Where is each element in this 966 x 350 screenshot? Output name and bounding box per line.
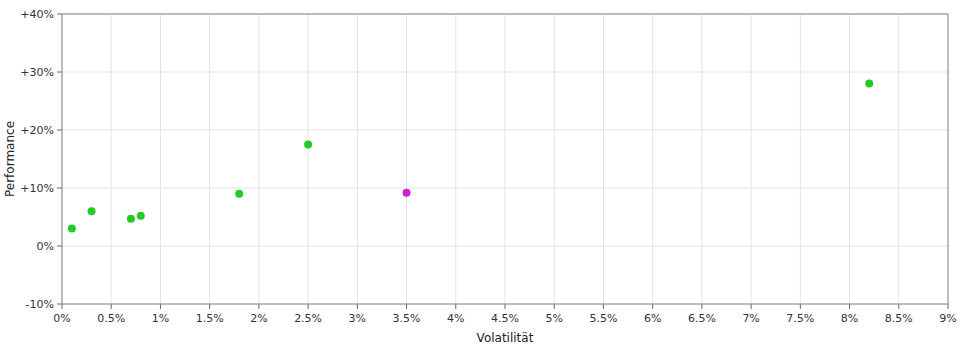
plot-area bbox=[62, 14, 948, 304]
plot-frame bbox=[62, 14, 948, 304]
grid-line-x bbox=[849, 14, 850, 304]
grid-line-x bbox=[209, 14, 210, 304]
x-tick bbox=[505, 304, 506, 309]
x-tick-label: 0% bbox=[53, 312, 70, 325]
scatter-point bbox=[137, 212, 145, 220]
x-tick-label: 6.5% bbox=[688, 312, 716, 325]
x-tick-label: 9% bbox=[939, 312, 956, 325]
x-tick-label: 2% bbox=[250, 312, 267, 325]
x-tick bbox=[898, 304, 899, 309]
x-tick-label: 1.5% bbox=[196, 312, 224, 325]
x-tick bbox=[160, 304, 161, 309]
grid-line-x bbox=[701, 14, 702, 304]
x-tick-label: 7.5% bbox=[786, 312, 814, 325]
x-axis-label: Volatilität bbox=[477, 331, 534, 345]
scatter-point bbox=[88, 207, 96, 215]
y-tick-label: +10% bbox=[20, 182, 54, 195]
grid-line-y bbox=[62, 72, 948, 73]
grid-line-x bbox=[160, 14, 161, 304]
x-tick-label: 6% bbox=[644, 312, 661, 325]
x-tick bbox=[800, 304, 801, 309]
points bbox=[68, 80, 873, 233]
grid-line-y bbox=[62, 246, 948, 247]
y-tick bbox=[57, 188, 62, 189]
y-tick-label: +20% bbox=[20, 124, 54, 137]
grid-line-x bbox=[505, 14, 506, 304]
scatter-point bbox=[68, 225, 76, 233]
grid-line-x bbox=[751, 14, 752, 304]
x-tick bbox=[603, 304, 604, 309]
x-tick bbox=[701, 304, 702, 309]
grid-line-x bbox=[652, 14, 653, 304]
x-tick-label: 7% bbox=[742, 312, 759, 325]
x-tick-label: 3% bbox=[349, 312, 366, 325]
grid-line-x bbox=[406, 14, 407, 304]
x-tick bbox=[406, 304, 407, 309]
scatter-point bbox=[304, 141, 312, 149]
grid-line-x bbox=[357, 14, 358, 304]
y-tick-label: +30% bbox=[20, 66, 54, 79]
x-tick-label: 2.5% bbox=[294, 312, 322, 325]
scatter-point bbox=[403, 189, 411, 197]
series bbox=[68, 80, 873, 233]
x-tick bbox=[258, 304, 259, 309]
x-tick bbox=[554, 304, 555, 309]
y-axis-label: Performance bbox=[3, 121, 17, 197]
x-tick-label: 8.5% bbox=[885, 312, 913, 325]
x-tick bbox=[209, 304, 210, 309]
x-tick bbox=[62, 304, 63, 309]
x-tick bbox=[948, 304, 949, 309]
x-tick bbox=[751, 304, 752, 309]
grid-line-x bbox=[308, 14, 309, 304]
x-tick bbox=[308, 304, 309, 309]
grid-line-x bbox=[455, 14, 456, 304]
y-tick bbox=[57, 130, 62, 131]
grid-line-x bbox=[800, 14, 801, 304]
grid-line-y bbox=[62, 130, 948, 131]
x-tick-label: 5% bbox=[545, 312, 562, 325]
scatter-point bbox=[127, 215, 135, 223]
x-tick-label: 4.5% bbox=[491, 312, 519, 325]
x-tick bbox=[357, 304, 358, 309]
y-tick-label: +40% bbox=[20, 8, 54, 21]
x-tick-label: 0.5% bbox=[97, 312, 125, 325]
grid-line-x bbox=[258, 14, 259, 304]
y-tick bbox=[57, 14, 62, 15]
grid-line-y bbox=[62, 188, 948, 189]
scatter-point bbox=[865, 80, 873, 88]
grid-line-x bbox=[603, 14, 604, 304]
x-tick-label: 1% bbox=[152, 312, 169, 325]
y-tick bbox=[57, 304, 62, 305]
grid-line-x bbox=[554, 14, 555, 304]
x-tick-label: 3.5% bbox=[393, 312, 421, 325]
x-tick bbox=[111, 304, 112, 309]
x-tick-label: 4% bbox=[447, 312, 464, 325]
x-tick-label: 8% bbox=[841, 312, 858, 325]
axes: 0% 0.5% 1% 1.5% 2% 2.5% 3% 3.5% 4% 4.5% 5% 5.5% 6% 6.… bbox=[20, 8, 956, 325]
x-tick bbox=[652, 304, 653, 309]
x-tick-label: 5.5% bbox=[589, 312, 617, 325]
chart: 0% 0.5% 1% 1.5% 2% 2.5% 3% 3.5% 4% 4.5% 5% 5.5% 6% 6.… bbox=[0, 0, 966, 350]
x-tick bbox=[455, 304, 456, 309]
grid-line-x bbox=[111, 14, 112, 304]
series bbox=[403, 189, 411, 197]
y-tick-label: 0% bbox=[37, 240, 54, 253]
y-tick-label: -10% bbox=[26, 298, 54, 311]
x-tick bbox=[849, 304, 850, 309]
y-tick bbox=[57, 246, 62, 247]
grid-line-x bbox=[898, 14, 899, 304]
scatter-point bbox=[235, 190, 243, 198]
y-tick bbox=[57, 72, 62, 73]
grid bbox=[62, 14, 948, 304]
